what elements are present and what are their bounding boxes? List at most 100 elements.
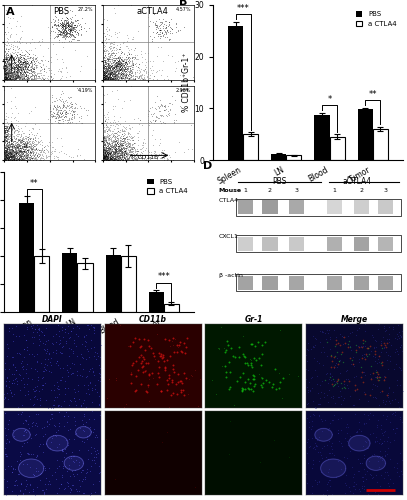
Point (11, 156, 18, 164)
Point (35, 38, 42, 46)
Point (15, 402, 22, 410)
Point (9, 151, 16, 159)
Point (317, 338, 324, 346)
Point (17, 72, 23, 80)
Point (169, 337, 175, 345)
Point (2, 137, 9, 145)
Point (47, 110, 54, 118)
Point (66, 102, 72, 110)
Point (10, 464, 16, 472)
Point (372, 336, 379, 344)
Point (10, 147, 16, 155)
Point (15, 58, 22, 66)
Point (106, 134, 113, 142)
Point (123, 72, 129, 80)
Point (137, 150, 144, 158)
Point (13, 148, 19, 156)
Point (1, 359, 8, 367)
Point (379, 452, 385, 460)
Point (122, 64, 128, 72)
Point (2, 66, 9, 74)
Point (25, 62, 32, 70)
Point (13, 144, 20, 152)
Point (310, 410, 317, 418)
Point (6, 154, 12, 162)
Point (9, 152, 16, 160)
Point (113, 58, 119, 66)
Point (104, 75, 110, 83)
Point (103, 138, 109, 145)
Point (102, 64, 108, 72)
Point (101, 141, 108, 149)
Point (12, 64, 18, 72)
Point (127, 146, 133, 154)
Point (2, 154, 8, 162)
Point (108, 51, 115, 59)
Point (113, 146, 120, 154)
Point (104, 46, 110, 54)
Point (132, 74, 138, 82)
Point (113, 156, 120, 164)
Point (102, 68, 108, 76)
Point (2, 61, 9, 69)
Point (106, 69, 112, 77)
Point (114, 138, 120, 145)
Point (105, 68, 112, 76)
Point (126, 152, 133, 160)
Point (128, 50, 135, 58)
Point (324, 338, 330, 346)
Point (46, 415, 53, 423)
Point (40, 152, 47, 160)
Point (29, 35, 35, 43)
Point (118, 147, 124, 155)
Point (23, 141, 30, 149)
Point (134, 147, 141, 155)
Point (20, 58, 27, 66)
Point (9, 136, 15, 143)
Point (131, 140, 138, 147)
Point (122, 138, 128, 146)
Point (136, 60, 142, 68)
Point (31, 365, 38, 373)
Point (105, 75, 112, 83)
Point (62, 24, 69, 32)
Point (114, 155, 120, 163)
Point (105, 68, 112, 76)
Point (3, 66, 10, 74)
Point (4, 56, 11, 64)
Point (69, 112, 76, 120)
Point (15, 140, 22, 148)
Point (7, 149, 14, 157)
Point (2, 116, 8, 124)
Point (11, 132, 17, 140)
Point (6, 150, 12, 158)
Point (15, 150, 21, 158)
Point (5, 144, 11, 152)
Point (123, 152, 129, 160)
Point (11, 74, 18, 82)
Point (111, 66, 117, 74)
Point (101, 118, 107, 126)
Point (106, 58, 113, 66)
Point (110, 150, 117, 158)
Point (2, 155, 9, 163)
Point (308, 374, 315, 382)
Point (100, 150, 106, 158)
Point (30, 140, 37, 148)
Point (11, 55, 18, 63)
Point (369, 452, 375, 460)
Point (10, 142, 16, 150)
Point (104, 69, 110, 77)
Point (113, 75, 120, 83)
Point (1, 140, 7, 148)
Point (3, 73, 10, 81)
Point (17, 75, 23, 83)
Point (108, 68, 114, 76)
Point (105, 130, 112, 138)
Point (103, 38, 109, 46)
Point (52, 16, 58, 24)
Point (22, 70, 29, 78)
Point (101, 154, 108, 162)
Point (102, 152, 109, 160)
Point (16, 142, 22, 150)
